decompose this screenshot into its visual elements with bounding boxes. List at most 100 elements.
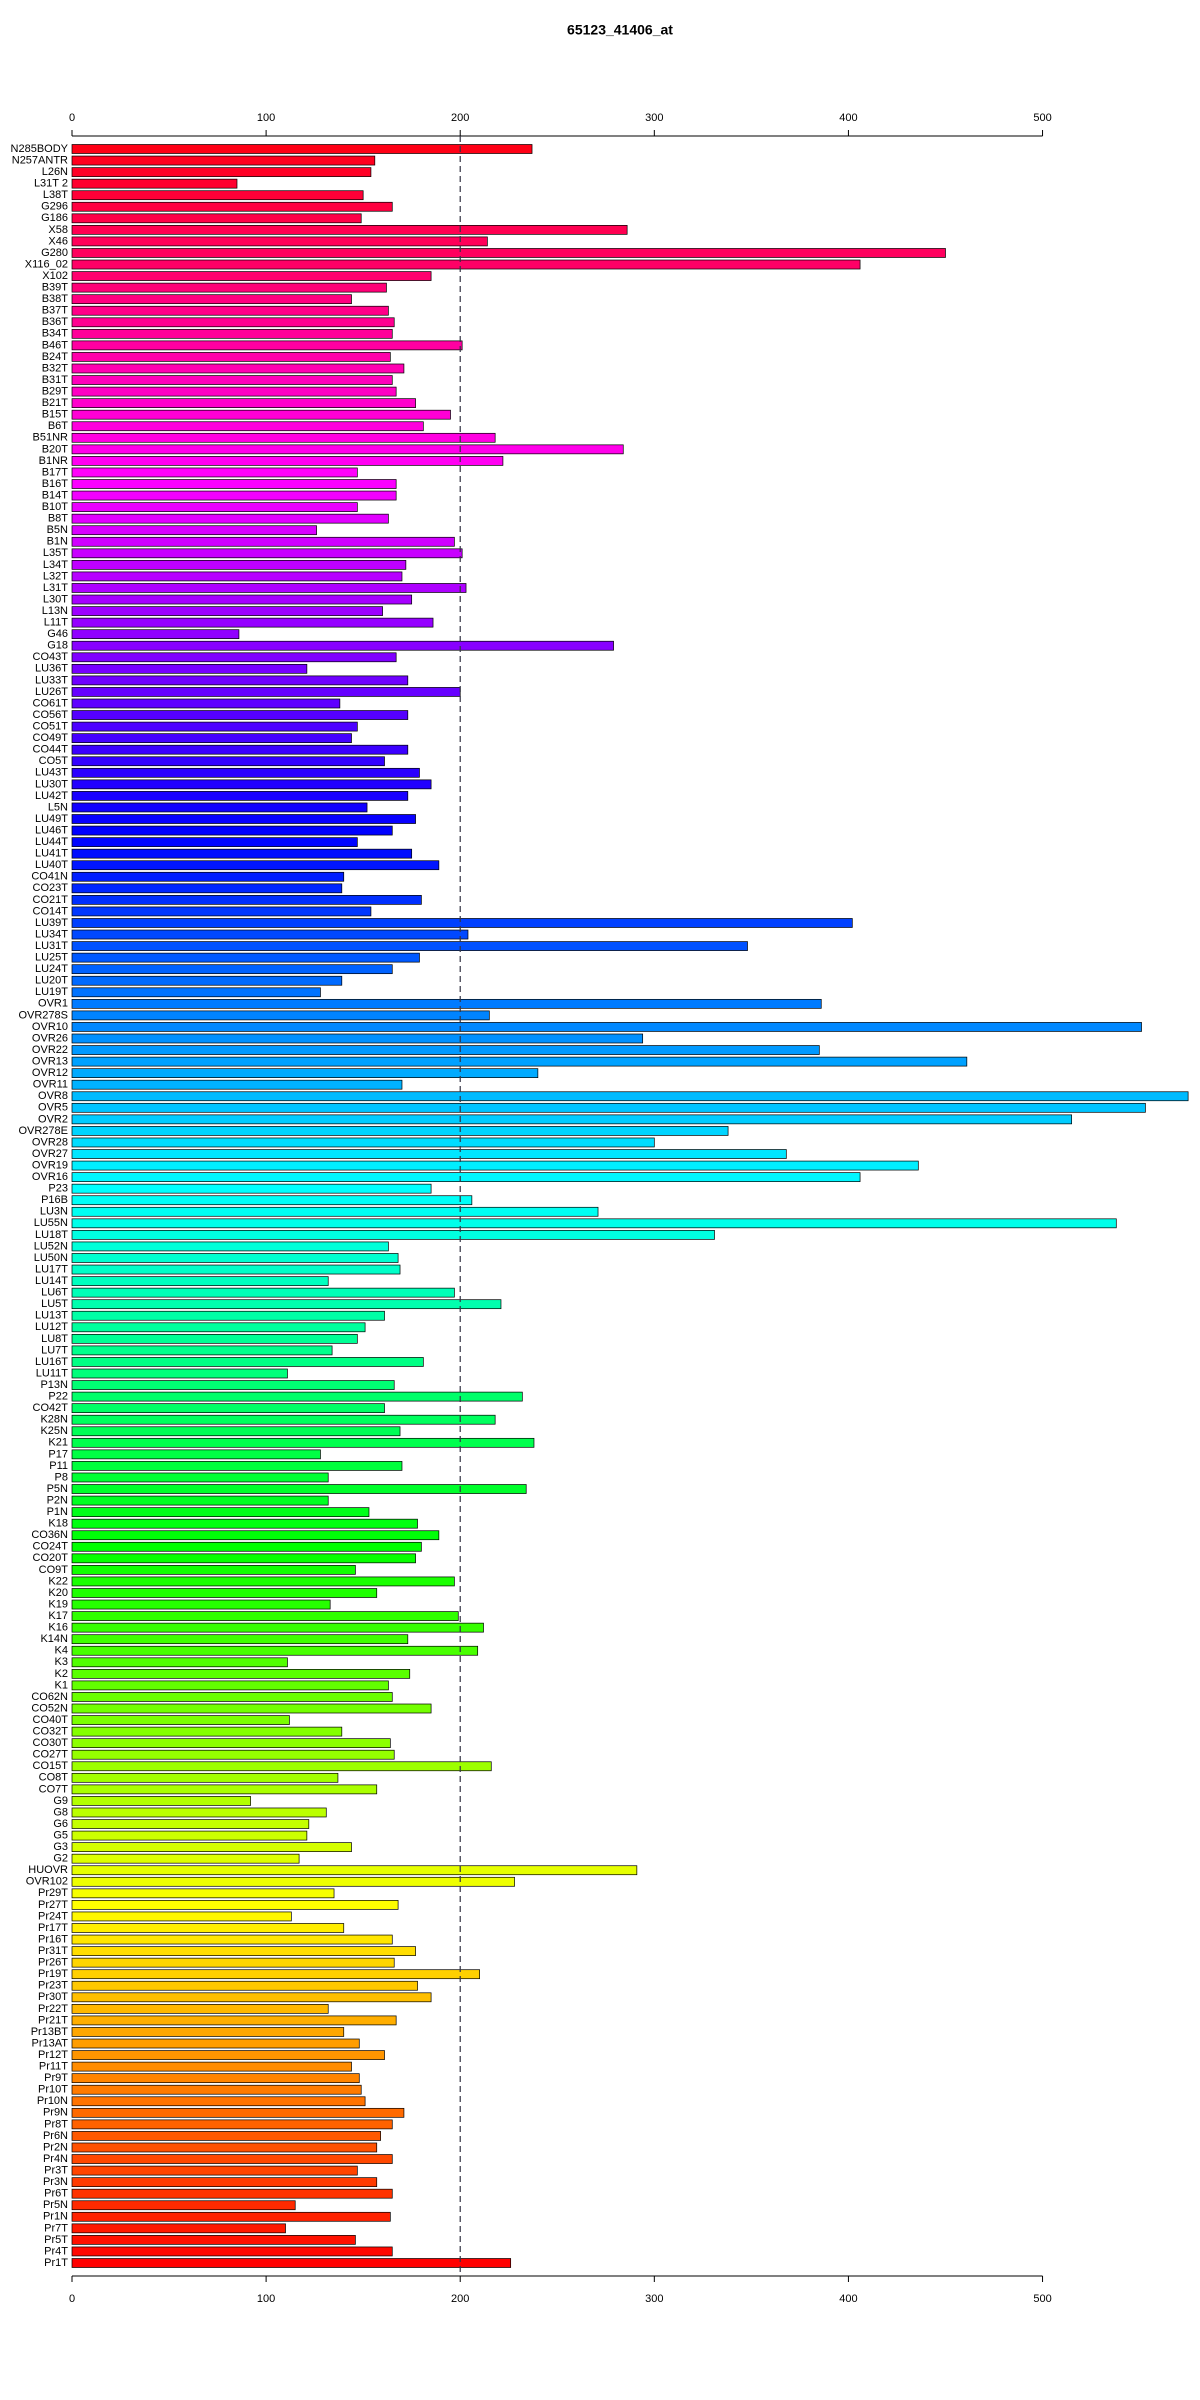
- bar: [71, 1830, 308, 1841]
- bar: [71, 1819, 310, 1829]
- bar: [71, 767, 420, 778]
- y-tick-label: P1N: [47, 1506, 68, 1518]
- bar: [71, 225, 628, 235]
- bar: [71, 479, 397, 489]
- bar: [71, 1322, 366, 1333]
- bar: [71, 1772, 339, 1783]
- y-tick-label: Pr11T: [39, 2061, 68, 2073]
- bar: [71, 2142, 378, 2153]
- bar: [71, 1091, 1189, 1102]
- y-tick-label: LU5T: [41, 1298, 68, 1310]
- bar: [71, 2165, 358, 2176]
- bar: [71, 721, 358, 732]
- y-tick-label: B21T: [42, 397, 69, 409]
- bar: [71, 1414, 496, 1425]
- y-tick-label: CO7T: [39, 1783, 69, 1795]
- x-tick-label: 0: [69, 2293, 75, 2305]
- y-tick-label: CO40T: [33, 1714, 69, 1726]
- bar: [71, 1553, 416, 1564]
- bar: [71, 259, 861, 270]
- y-tick-label: B31T: [42, 374, 69, 386]
- bar: [71, 2073, 360, 2084]
- bar: [71, 456, 504, 466]
- y-tick-label: Pr9N: [43, 2107, 68, 2119]
- y-tick-label: HUOVR: [28, 1864, 68, 1876]
- y-tick-label: CO61T: [33, 697, 69, 709]
- bar: [71, 906, 372, 917]
- y-tick-label: B29T: [42, 385, 69, 397]
- y-tick-label: G18: [47, 640, 68, 652]
- bar: [71, 987, 321, 998]
- bar: [71, 1461, 403, 1471]
- bar: [71, 328, 393, 339]
- y-tick-label: LU12T: [35, 1321, 68, 1333]
- y-tick-label: X116_02: [25, 258, 68, 270]
- y-tick-label: LU52N: [34, 1240, 68, 1252]
- bar: [71, 1010, 490, 1021]
- y-tick-label: B24T: [42, 351, 69, 363]
- y-tick-label: B6T: [48, 420, 68, 432]
- y-tick-label: CO42T: [33, 1402, 69, 1414]
- bar: [71, 1784, 378, 1795]
- bar: [71, 1149, 787, 1159]
- y-tick-label: CO9T: [39, 1564, 69, 1576]
- bar: [71, 837, 358, 847]
- y-tick-label: B1NR: [39, 455, 68, 467]
- y-tick-label: B17T: [42, 466, 69, 478]
- y-tick-label: X58: [48, 224, 68, 236]
- bar: [71, 1969, 480, 1980]
- bar: [71, 1495, 329, 1506]
- y-tick-label: LU16T: [35, 1356, 68, 1368]
- y-tick-label: X102: [42, 270, 68, 282]
- y-tick-label: Pr23T: [38, 1980, 68, 1992]
- y-tick-label: G6: [53, 1818, 68, 1830]
- y-tick-label: G2: [53, 1853, 68, 1865]
- y-tick-label: P11: [49, 1460, 68, 1472]
- bar: [71, 1588, 378, 1598]
- y-tick-label: G280: [41, 247, 68, 259]
- bar: [71, 1264, 401, 1275]
- y-tick-label: B34T: [42, 328, 69, 340]
- bar: [71, 1876, 515, 1887]
- bar: [71, 1276, 329, 1286]
- y-tick-label: CO14T: [33, 905, 69, 917]
- y-tick-label: LU43T: [35, 767, 68, 779]
- bar: [71, 1357, 424, 1367]
- bar: [71, 421, 424, 432]
- bar: [71, 652, 397, 663]
- y-tick-label: LU44T: [35, 836, 68, 848]
- bar: [71, 2015, 397, 2026]
- bar: [71, 2223, 286, 2234]
- bar: [71, 1045, 820, 1055]
- y-tick-label: K4: [55, 1645, 68, 1657]
- y-tick-label: LU42T: [35, 790, 68, 802]
- bar: [71, 2096, 366, 2107]
- y-tick-label: B39T: [42, 282, 69, 294]
- y-tick-label: LU25T: [35, 952, 68, 964]
- bar: [71, 1680, 389, 1691]
- bar: [71, 571, 403, 582]
- y-tick-label: CO27T: [33, 1749, 69, 1761]
- y-tick-label: LU34T: [35, 928, 68, 940]
- bar: [71, 536, 455, 547]
- y-tick-label: Pr4N: [43, 2153, 68, 2165]
- y-tick-label: LU39T: [35, 917, 68, 929]
- bar: [71, 2131, 381, 2141]
- bar: [71, 1380, 395, 1390]
- y-tick-label: CO49T: [33, 732, 69, 744]
- y-tick-label: LU36T: [35, 663, 68, 675]
- y-tick-label: Pr6T: [44, 2188, 68, 2200]
- y-tick-label: Pr29T: [38, 1887, 68, 1899]
- bar: [71, 236, 488, 247]
- bar: [71, 2107, 405, 2118]
- bar: [71, 814, 416, 824]
- y-tick-label: LU26T: [35, 686, 68, 698]
- x-tick-label: 400: [839, 112, 857, 124]
- y-tick-label: LU30T: [35, 778, 68, 790]
- y-tick-label: OVR2: [38, 1113, 68, 1125]
- y-tick-label: G296: [41, 201, 68, 213]
- y-tick-label: Pr10N: [37, 2095, 68, 2107]
- y-tick-label: OVR10: [32, 1021, 68, 1033]
- bar: [71, 155, 376, 166]
